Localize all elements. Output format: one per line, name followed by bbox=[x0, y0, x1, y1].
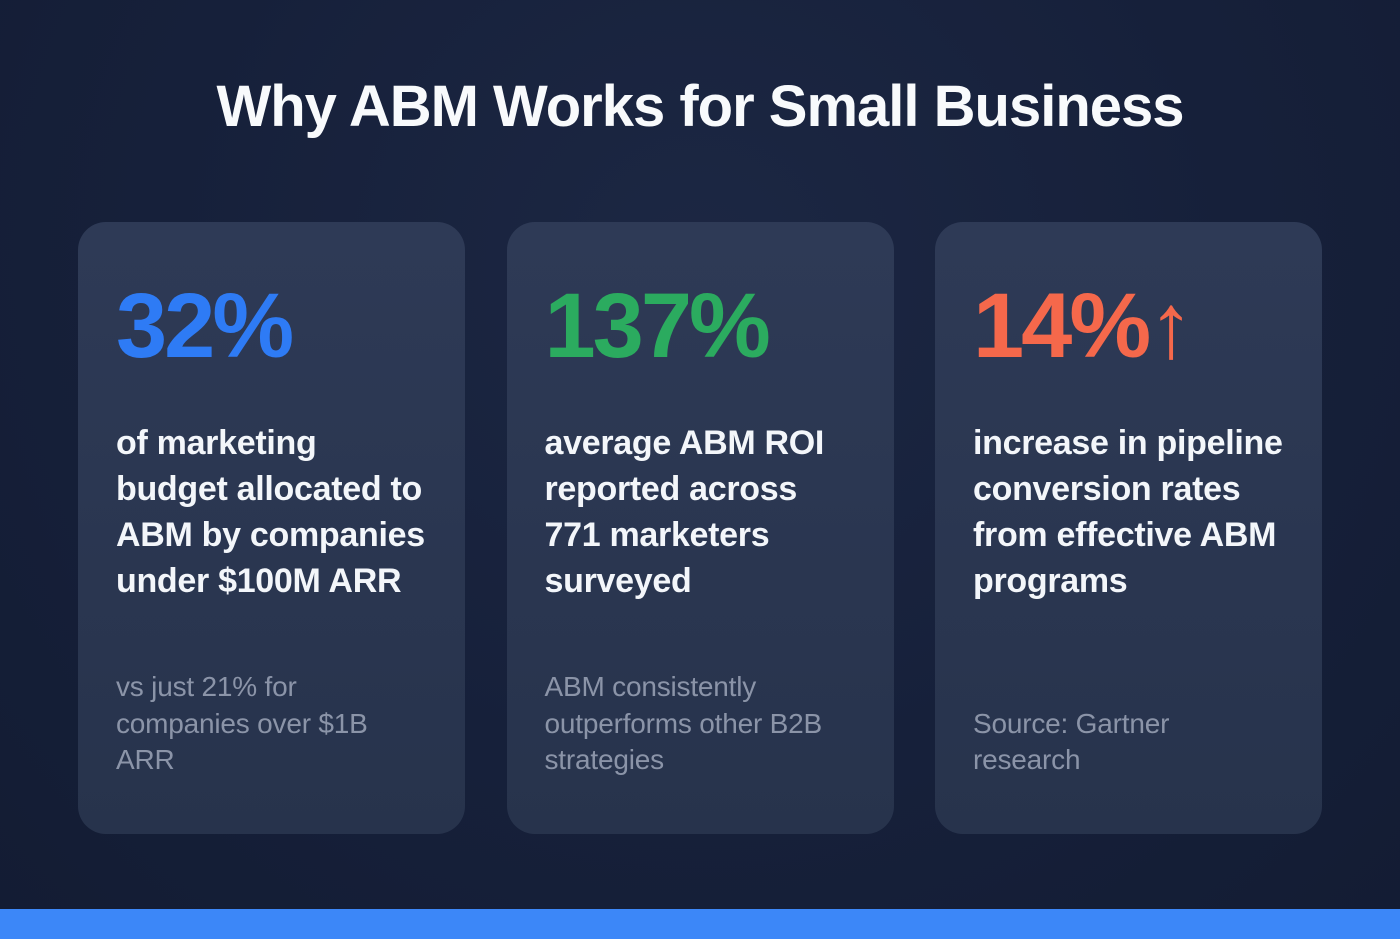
stat-cards-row: 32% of marketing budget allocated to ABM… bbox=[0, 221, 1400, 834]
header: Why ABM Works for Small Business bbox=[0, 0, 1400, 142]
stat-value-pipeline: 14%↑ bbox=[973, 280, 1284, 372]
stat-description: average ABM ROI reported across 771 mark… bbox=[544, 423, 825, 601]
stat-card-budget: 32% of marketing budget allocated to ABM… bbox=[78, 221, 465, 834]
stat-note: vs just 21% for companies over $1B ARR bbox=[116, 671, 368, 776]
stat-description: increase in pipeline conversion rates fr… bbox=[973, 423, 1283, 601]
stat-number: 32% bbox=[116, 274, 294, 377]
up-arrow-icon: ↑ bbox=[1148, 274, 1195, 377]
stat-number: 14% bbox=[973, 274, 1151, 377]
stat-card-roi: 137% average ABM ROI reported across 771… bbox=[506, 221, 894, 834]
stat-note: ABM consistently outperforms other B2B s… bbox=[544, 671, 823, 776]
bottom-accent-bar bbox=[0, 909, 1400, 939]
stat-note: Source: Gartner research bbox=[973, 707, 1170, 776]
stat-value-budget: 32% bbox=[116, 280, 427, 372]
stat-value-roi: 137% bbox=[545, 280, 856, 372]
stat-number: 137% bbox=[544, 274, 771, 377]
page-title: Why ABM Works for Small Business bbox=[216, 74, 1184, 139]
stat-description: of marketing budget allocated to ABM by … bbox=[116, 423, 425, 601]
stat-card-pipeline: 14%↑ increase in pipeline conversion rat… bbox=[935, 221, 1322, 834]
